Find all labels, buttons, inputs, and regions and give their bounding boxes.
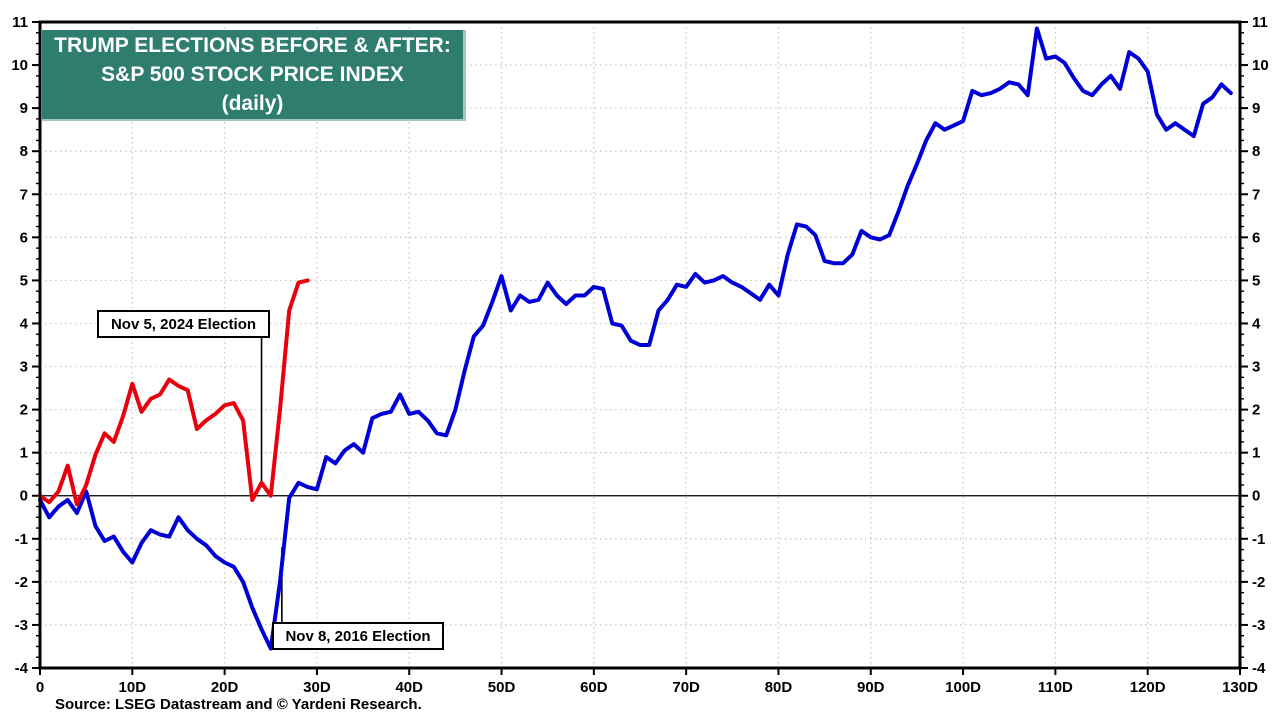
x-axis-label: 0 — [36, 679, 44, 696]
series-line-nov-8-2016-election — [38, 26, 1233, 651]
annotation-election-2016-label: Nov 8, 2016 Election — [285, 627, 431, 645]
y-axis-label-right: 6 — [1252, 229, 1260, 246]
y-axis-label-left: 8 — [20, 143, 28, 160]
y-axis-label-left: 6 — [20, 229, 28, 246]
annotation-election-2016: Nov 8, 2016 Election — [272, 622, 444, 650]
y-axis-label-left: 7 — [20, 186, 28, 203]
y-axis-label-left: 10 — [11, 57, 28, 74]
x-axis-label: 30D — [303, 679, 331, 696]
x-axis-label: 40D — [395, 679, 423, 696]
x-axis-label: 60D — [580, 679, 608, 696]
y-axis-label-left: -1 — [15, 531, 28, 548]
x-axis-label: 50D — [488, 679, 516, 696]
x-axis-label: 20D — [211, 679, 239, 696]
y-axis-label-left: 9 — [20, 100, 28, 117]
x-axis-label: 120D — [1130, 679, 1166, 696]
chart-title-box: TRUMP ELECTIONS BEFORE & AFTER: S&P 500 … — [42, 30, 466, 121]
y-axis-label-left: 5 — [20, 272, 28, 289]
y-axis-label-left: 3 — [20, 359, 28, 376]
x-axis-label: 100D — [945, 679, 981, 696]
source-note: Source: LSEG Datastream and © Yardeni Re… — [55, 696, 422, 713]
y-axis-label-left: -4 — [15, 660, 29, 677]
y-axis-label-right: -3 — [1252, 617, 1265, 634]
annotation-election-2024: Nov 5, 2024 Election — [97, 310, 270, 338]
plot-border — [38, 20, 1242, 670]
y-axis-label-left: -2 — [15, 574, 28, 591]
y-axis-label-left: 1 — [20, 445, 28, 462]
y-axis-label-right: -2 — [1252, 574, 1265, 591]
x-axis-label: 110D — [1038, 679, 1073, 696]
y-axis-label-right: 2 — [1252, 402, 1260, 419]
chart-title-line-3: (daily) — [221, 92, 284, 115]
y-axis-label-right: 11 — [1252, 14, 1268, 31]
x-axis-label: 80D — [765, 679, 793, 696]
y-axis-label-right: 1 — [1252, 445, 1260, 462]
y-axis-label-right: 4 — [1252, 315, 1261, 332]
x-axis-label: 70D — [672, 679, 700, 696]
y-axis-label-right: 3 — [1252, 359, 1260, 376]
y-axis-label-right: 5 — [1252, 272, 1260, 289]
y-axis-label-left: 2 — [20, 402, 28, 419]
y-axis-label-right: -1 — [1252, 531, 1265, 548]
x-axis-label: 130D — [1222, 679, 1258, 696]
y-axis-label-right: -4 — [1252, 660, 1266, 677]
y-axis-label-left: -3 — [15, 617, 28, 634]
chart-title-line-1: TRUMP ELECTIONS BEFORE & AFTER: — [54, 34, 451, 57]
annotation-election-2024-label: Nov 5, 2024 Election — [110, 315, 257, 333]
y-axis-label-right: 9 — [1252, 100, 1260, 117]
x-axis-label: 90D — [857, 679, 885, 696]
y-axis-label-right: 8 — [1252, 143, 1260, 160]
x-axis-label: 10D — [119, 679, 147, 696]
y-axis-label-right: 10 — [1252, 57, 1269, 74]
series-line-nov-5-2024-election — [38, 278, 310, 507]
y-axis-label-right: 7 — [1252, 186, 1260, 203]
y-axis-label-left: 4 — [20, 315, 29, 332]
y-axis-label-right: 0 — [1252, 488, 1260, 505]
y-axis-label-left: 11 — [12, 14, 28, 31]
y-axis-label-left: 0 — [20, 488, 28, 505]
chart-title-line-2: S&P 500 STOCK PRICE INDEX — [101, 63, 404, 86]
